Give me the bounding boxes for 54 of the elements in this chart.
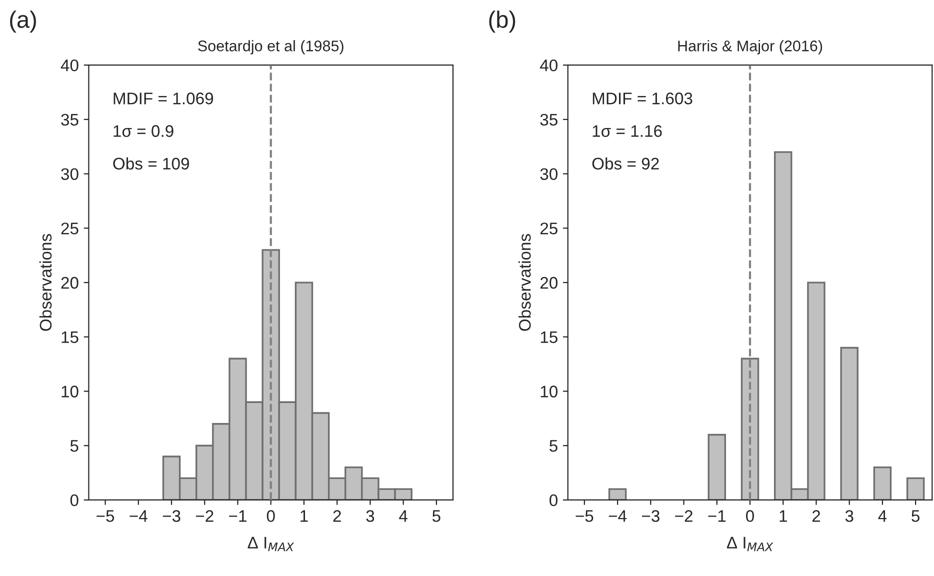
text: (a): [10, 10, 36, 33]
chart-title: Harris & Major (2016): [678, 40, 822, 54]
y-tick-label: 25: [540, 222, 558, 234]
y-tick-label: 20: [61, 276, 78, 289]
annotation: 1σ = 0.9: [114, 125, 174, 137]
y-tick-label: 15: [62, 331, 78, 344]
y-tick-label: 15: [540, 331, 558, 344]
x-tick-label: −1: [229, 510, 246, 522]
annotation: Obs = 92: [592, 157, 659, 170]
x-tick-label: 2: [333, 510, 341, 522]
x-axis-title: Δ I$_{MAX}$: [726, 536, 774, 552]
annotation: MDIF = 1.603: [592, 92, 692, 104]
y-tick-label: 5: [70, 440, 78, 452]
x-tick-label: −5: [576, 510, 594, 522]
x-tick-label: 0: [266, 510, 275, 522]
y-tick-label: 35: [540, 114, 558, 126]
x-tick-label: −1: [708, 510, 726, 522]
y-tick-label: 40: [540, 59, 558, 72]
x-tick-label: 2: [812, 510, 820, 522]
y-tick-label: 30: [540, 168, 558, 180]
x-tick-label: 3: [366, 510, 374, 522]
y-tick-label: 40: [60, 59, 78, 72]
x-tick-label: 1: [300, 510, 308, 522]
x-axis-title: Δ I$_{MAX}$: [248, 536, 294, 552]
x-tick-label: 5: [432, 510, 440, 522]
x-tick-label: −4: [130, 510, 148, 522]
x-tick-label: 4: [399, 510, 408, 522]
y-tick-label: 10: [540, 386, 558, 398]
x-tick-label: −3: [642, 510, 660, 522]
annotation: Obs = 109: [113, 157, 189, 170]
y-tick-label: 20: [540, 276, 558, 289]
x-tick-label: −4: [608, 510, 627, 522]
x-tick-label: 1: [780, 510, 787, 522]
y-axis-title: Observations: [39, 234, 52, 331]
y-tick-label: 0: [70, 494, 78, 506]
y-tick-label: 0: [550, 494, 558, 506]
chart-title: Soetardjo et al (1985): [198, 40, 344, 54]
x-tick-label: −3: [162, 510, 180, 522]
x-tick-label: 3: [845, 510, 854, 522]
y-tick-label: 10: [62, 386, 78, 398]
x-tick-label: −2: [196, 510, 214, 522]
y-axis-title: Observations: [518, 234, 531, 331]
y-tick-label: 25: [61, 222, 78, 234]
text: (b): [489, 10, 516, 33]
y-tick-label: 35: [61, 114, 78, 126]
x-tick-label: 0: [746, 510, 754, 522]
annotation: 1σ = 1.16: [592, 125, 662, 137]
x-tick-label: 5: [912, 510, 920, 522]
y-tick-label: 30: [61, 168, 78, 180]
y-tick-label: 5: [550, 440, 558, 452]
x-tick-label: 4: [878, 510, 887, 522]
x-tick-label: −2: [675, 510, 692, 522]
x-tick-label: −5: [96, 510, 114, 522]
annotation: MDIF = 1.069: [114, 92, 214, 104]
